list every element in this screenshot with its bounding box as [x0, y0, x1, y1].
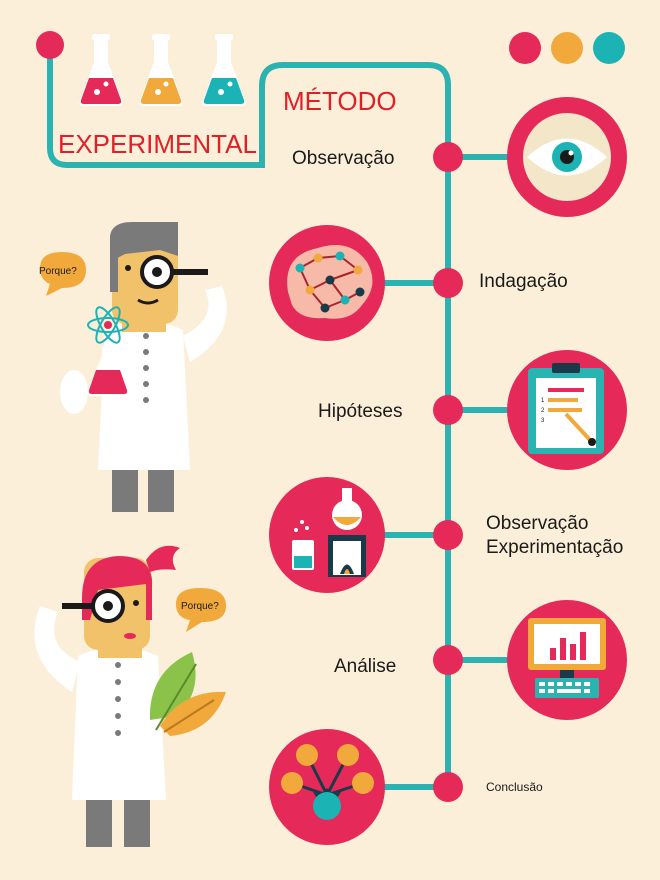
svg-text:1: 1 — [541, 398, 545, 404]
clipboard-list-icon: 1 2 3 — [507, 350, 627, 470]
header-dot — [36, 31, 64, 59]
dot-pink — [509, 32, 541, 64]
flask-orange-icon — [139, 34, 183, 106]
step-label-analise: Análise — [334, 656, 397, 677]
header-frame — [47, 45, 451, 788]
scientist-man: Porque? — [39, 222, 227, 512]
svg-text:3: 3 — [541, 418, 545, 424]
title-line-2: EXPERIMENTAL — [58, 129, 257, 159]
flask-teal-icon — [202, 34, 246, 106]
timeline-node-3 — [433, 395, 463, 425]
step-label-observacao: Observação — [292, 148, 395, 169]
title-line-1: MÉTODO — [283, 86, 397, 116]
lab-flasks-icon — [269, 477, 385, 593]
step-label-experimentacao: Experimentação — [486, 537, 624, 558]
timeline-node-5 — [433, 645, 463, 675]
step-label-indagacao: Indagação — [479, 271, 568, 292]
computer-chart-icon — [507, 600, 627, 720]
dot-orange — [551, 32, 583, 64]
svg-text:2: 2 — [541, 408, 545, 414]
flask-pink-icon — [79, 34, 123, 106]
timeline-node-1 — [433, 142, 463, 172]
eye-icon — [507, 97, 627, 217]
timeline-node-2 — [433, 268, 463, 298]
speech-scientist-2: Porque? — [181, 601, 219, 612]
step-label-hipoteses: Hipóteses — [318, 401, 403, 422]
scientist-woman: Porque? — [34, 545, 226, 847]
step-label-observacao-2: Observação — [486, 513, 589, 534]
timeline-node-6 — [433, 772, 463, 802]
dot-teal — [593, 32, 625, 64]
step-label-conclusao: Conclusão — [486, 780, 543, 794]
brain-network-icon — [269, 225, 385, 341]
timeline-node-4 — [433, 520, 463, 550]
connection-hub-icon — [269, 729, 385, 845]
speech-scientist-1: Porque? — [39, 266, 77, 277]
